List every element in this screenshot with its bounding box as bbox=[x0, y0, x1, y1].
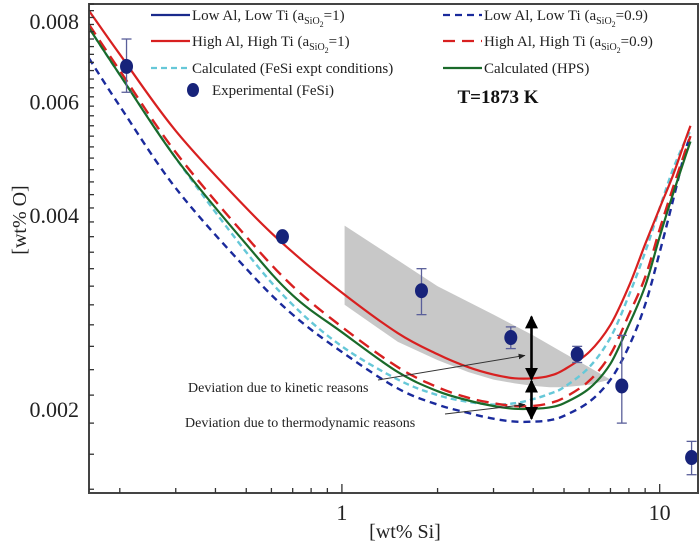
data-marker bbox=[685, 450, 699, 466]
experimental-point-2 bbox=[414, 268, 428, 316]
legend-label: Low Al, Low Ti (aSiO2=0.9) bbox=[484, 8, 648, 29]
legend-label-main: Calculated (FeSi expt conditions) bbox=[192, 61, 393, 77]
legend-label-sub: SiO bbox=[304, 16, 320, 27]
y-tick-label: 0.002 bbox=[30, 397, 80, 422]
legend-item-2: High Al, High Ti (aSiO2=1) bbox=[151, 34, 350, 55]
x-tick-label: 10 bbox=[649, 500, 671, 525]
legend-label: High Al, High Ti (aSiO2=1) bbox=[192, 34, 350, 55]
legend-label: Experimental (FeSi) bbox=[212, 83, 334, 99]
y-tick-label: 0.006 bbox=[30, 89, 80, 114]
thermodynamic-deviation-label: Deviation due to thermodynamic reasons bbox=[185, 416, 415, 431]
y-tick-label: 0.008 bbox=[30, 9, 80, 34]
data-marker bbox=[414, 283, 428, 299]
legend-label-sub2: 2 bbox=[325, 46, 329, 55]
legend-label-main: Low Al, Low Ti (a bbox=[192, 8, 304, 24]
data-marker bbox=[615, 378, 629, 394]
legend-item-4: Calculated (FeSi expt conditions) bbox=[151, 61, 393, 77]
legend-item-1: Low Al, Low Ti (aSiO2=0.9) bbox=[443, 8, 648, 29]
legend-item-5: Calculated (HPS) bbox=[443, 61, 589, 77]
annotations-layer: T=1873 K Deviation due to kinetic reasons… bbox=[185, 87, 539, 431]
experimental-point-6 bbox=[685, 440, 699, 476]
kinetic-arrow bbox=[377, 353, 526, 381]
shaded-region-layer bbox=[344, 225, 611, 388]
experimental-point-1 bbox=[275, 229, 289, 245]
legend-label-main: Calculated (HPS) bbox=[484, 61, 589, 77]
experimental-point-5 bbox=[615, 334, 629, 424]
legend-label-tail: =0.9) bbox=[616, 8, 648, 24]
legend: Low Al, Low Ti (aSiO2=1) Low Al, Low Ti (… bbox=[151, 8, 653, 99]
legend-item-experimental: Experimental (FeSi) bbox=[187, 83, 334, 99]
legend-label-main: High Al, High Ti (a bbox=[192, 34, 309, 50]
legend-label-main: High Al, High Ti (a bbox=[484, 34, 601, 50]
legend-item-0: Low Al, Low Ti (aSiO2=1) bbox=[151, 8, 345, 29]
legend-label: Calculated (HPS) bbox=[484, 61, 589, 77]
legend-label-sub2: 2 bbox=[617, 46, 621, 55]
legend-label-main: Low Al, Low Ti (a bbox=[484, 8, 596, 24]
temperature-label: T=1873 K bbox=[457, 87, 538, 108]
experimental-points-layer bbox=[120, 38, 699, 476]
series-line-3 bbox=[87, 23, 692, 408]
legend-label: Low Al, Low Ti (aSiO2=1) bbox=[192, 8, 345, 29]
legend-item-3: High Al, High Ti (aSiO2=0.9) bbox=[443, 34, 653, 55]
thermodynamic-arrow bbox=[444, 402, 526, 415]
experimental-point-0 bbox=[120, 38, 134, 93]
experimental-point-4 bbox=[570, 345, 584, 364]
experimental-point-3 bbox=[504, 326, 518, 350]
data-marker bbox=[570, 346, 584, 362]
x-axis-title: [wt% Si] bbox=[369, 521, 441, 543]
legend-label-sub: SiO bbox=[601, 42, 617, 53]
series-lines-layer bbox=[87, 10, 692, 424]
axes-layer: 1 10 0.002 0.004 0.006 0.008 bbox=[30, 3, 699, 525]
legend-marker bbox=[187, 83, 199, 97]
legend-label: High Al, High Ti (aSiO2=0.9) bbox=[484, 34, 653, 55]
legend-label-tail: =1) bbox=[329, 34, 350, 50]
shaded-region bbox=[344, 225, 611, 388]
y-axis-title: [wt% O] bbox=[9, 185, 31, 254]
x-tick-label: 1 bbox=[336, 500, 347, 525]
kinetic-deviation-label: Deviation due to kinetic reasons bbox=[188, 381, 368, 396]
series-line-4 bbox=[87, 27, 692, 406]
series-line-5 bbox=[88, 27, 692, 411]
legend-label-tail: =1) bbox=[324, 8, 345, 24]
legend-label-sub: SiO bbox=[309, 42, 325, 53]
data-marker bbox=[504, 330, 518, 346]
data-marker bbox=[120, 58, 134, 74]
data-marker bbox=[275, 229, 289, 245]
legend-label-sub2: 2 bbox=[612, 20, 616, 29]
series-line-2 bbox=[88, 10, 692, 380]
legend-label-sub: SiO bbox=[596, 16, 612, 27]
legend-label: Calculated (FeSi expt conditions) bbox=[192, 61, 393, 77]
legend-label-tail: =0.9) bbox=[621, 34, 653, 50]
legend-label-sub2: 2 bbox=[320, 20, 324, 29]
series-line-1 bbox=[87, 57, 692, 424]
y-tick-label: 0.004 bbox=[30, 203, 80, 228]
plot-frame bbox=[88, 3, 699, 494]
